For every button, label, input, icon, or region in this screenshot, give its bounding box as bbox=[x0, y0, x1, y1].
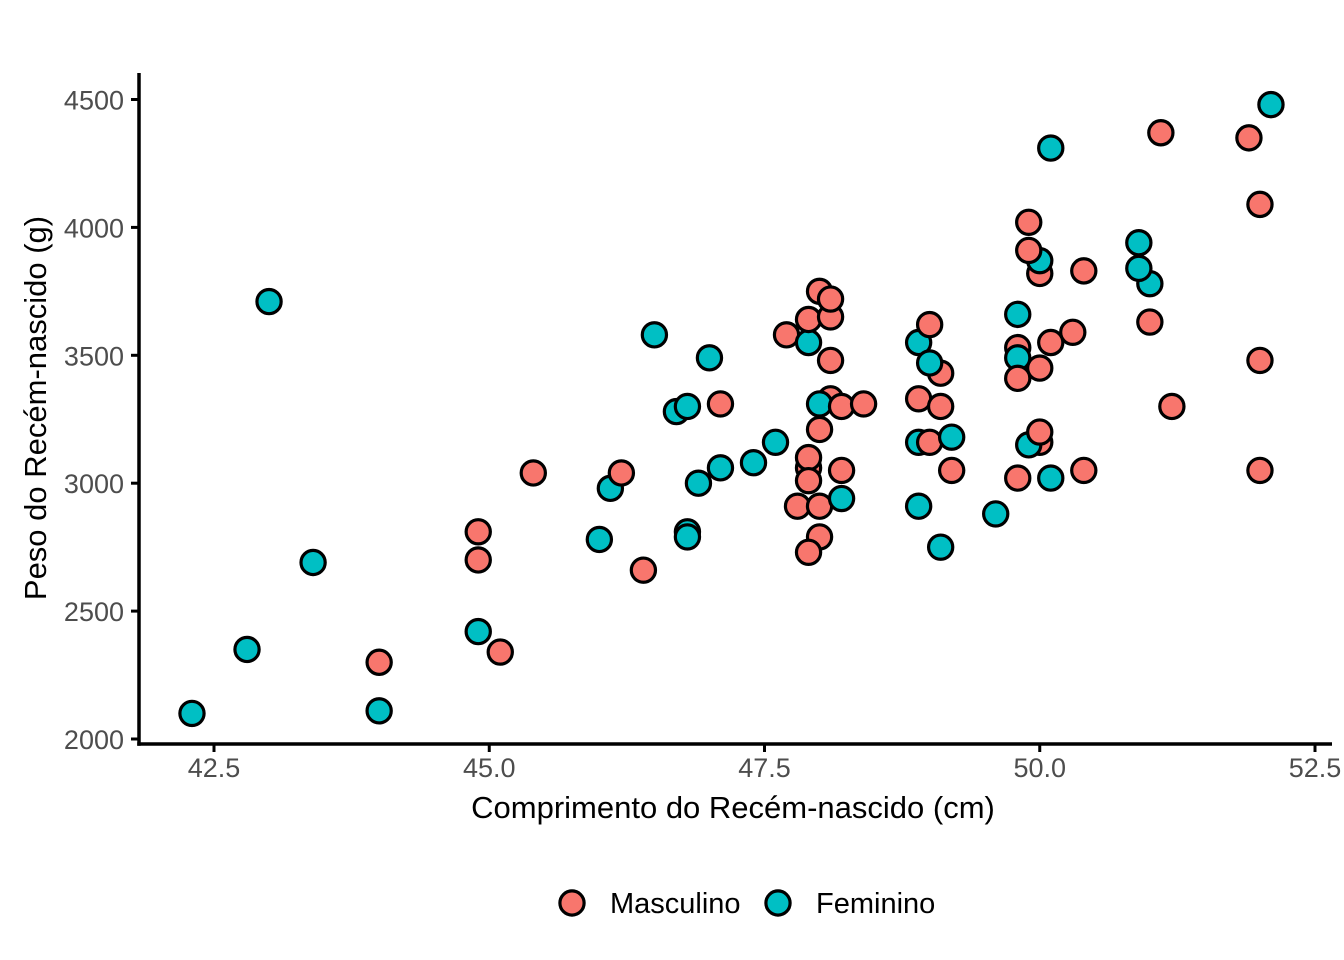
data-point-feminino bbox=[904, 492, 933, 520]
y-tick-label: 3500 bbox=[64, 341, 124, 371]
data-point-feminino bbox=[1125, 229, 1153, 257]
data-point-masculino bbox=[1070, 456, 1098, 485]
data-point-masculino bbox=[706, 390, 735, 418]
data-point-masculino bbox=[1136, 308, 1164, 336]
y-axis-title: Peso do Recém-nascido (g) bbox=[18, 216, 53, 600]
data-point-masculino bbox=[1026, 418, 1054, 446]
data-point-masculino bbox=[1037, 328, 1065, 357]
data-point-masculino bbox=[816, 285, 845, 313]
data-point-masculino bbox=[1246, 190, 1274, 219]
data-point-feminino bbox=[794, 328, 823, 357]
data-point-masculino bbox=[794, 466, 823, 495]
data-point-masculino bbox=[464, 518, 492, 546]
data-point-feminino bbox=[233, 635, 261, 664]
data-point-masculino bbox=[1246, 346, 1274, 375]
data-point-masculino bbox=[926, 392, 955, 421]
data-point-feminino bbox=[937, 423, 966, 451]
legend-item-feminino: Feminino bbox=[764, 888, 935, 920]
x-tick-label: 42.5 bbox=[188, 753, 241, 783]
data-point-feminino bbox=[673, 523, 702, 551]
data-point-feminino bbox=[1004, 300, 1032, 329]
data-point-feminino bbox=[926, 533, 955, 561]
data-point-masculino bbox=[1015, 236, 1043, 265]
data-point-feminino bbox=[464, 617, 492, 646]
y-tick-label: 2000 bbox=[64, 725, 124, 755]
data-point-masculino bbox=[937, 456, 966, 485]
data-point-masculino bbox=[1246, 456, 1274, 485]
data-point-feminino bbox=[585, 525, 614, 554]
axes-layer: 2000 2500 3000 3500 4000 4500 42.5 45.0 47.5 50.0… bbox=[64, 73, 1341, 783]
data-point-feminino bbox=[761, 428, 790, 456]
masculino-swatch-icon bbox=[558, 889, 586, 917]
data-point-feminino bbox=[827, 484, 856, 513]
data-point-masculino bbox=[1059, 318, 1087, 346]
x-axis-title: Comprimento do Recém-nascido (cm) bbox=[471, 790, 995, 825]
y-tick-label: 3000 bbox=[64, 469, 124, 499]
data-point-masculino bbox=[464, 546, 492, 574]
data-point-masculino bbox=[1235, 124, 1263, 152]
data-point-feminino bbox=[695, 344, 724, 372]
data-point-masculino bbox=[849, 390, 878, 418]
data-point-masculino bbox=[794, 443, 823, 472]
data-point-masculino bbox=[1004, 464, 1032, 492]
data-point-feminino bbox=[982, 500, 1010, 528]
data-point-masculino bbox=[519, 459, 547, 487]
data-point-masculino bbox=[1158, 392, 1186, 421]
x-tick-label: 52.5 bbox=[1289, 753, 1342, 783]
data-point-masculino bbox=[1147, 119, 1175, 147]
data-point-feminino bbox=[1257, 90, 1285, 119]
data-point-masculino bbox=[365, 648, 393, 676]
x-tick-label: 47.5 bbox=[738, 753, 791, 783]
data-point-feminino bbox=[673, 392, 702, 421]
data-point-masculino bbox=[915, 310, 944, 339]
data-point-feminino bbox=[706, 454, 735, 482]
points-layer bbox=[178, 90, 1285, 728]
data-point-masculino bbox=[1070, 257, 1098, 285]
y-tick-label: 4000 bbox=[64, 213, 124, 243]
data-point-feminino bbox=[915, 349, 944, 377]
data-point-feminino bbox=[178, 699, 206, 728]
legend-label-feminino: Feminino bbox=[816, 888, 935, 920]
y-tick-label: 2500 bbox=[64, 597, 124, 627]
data-point-masculino bbox=[805, 415, 834, 444]
data-point-masculino bbox=[816, 346, 845, 375]
data-point-masculino bbox=[607, 459, 636, 487]
x-tick-label: 45.0 bbox=[463, 753, 516, 783]
data-point-masculino bbox=[794, 538, 823, 566]
data-point-masculino bbox=[1015, 208, 1043, 236]
data-point-feminino bbox=[684, 469, 713, 497]
legend-label-masculino: Masculino bbox=[610, 888, 741, 920]
data-point-feminino bbox=[640, 321, 669, 349]
legend-item-masculino: Masculino bbox=[558, 888, 741, 920]
data-point-masculino bbox=[486, 638, 514, 666]
data-point-masculino bbox=[827, 456, 856, 485]
data-point-feminino bbox=[739, 449, 768, 477]
data-point-masculino bbox=[1026, 354, 1054, 382]
feminino-swatch-icon bbox=[764, 889, 792, 917]
data-point-feminino bbox=[1125, 254, 1153, 283]
data-point-masculino bbox=[827, 392, 856, 421]
data-point-feminino bbox=[1037, 134, 1065, 162]
data-point-masculino bbox=[915, 428, 944, 456]
legend: Masculino Feminino bbox=[558, 888, 935, 920]
data-point-feminino bbox=[299, 548, 327, 577]
x-tick-label: 50.0 bbox=[1013, 753, 1066, 783]
data-point-feminino bbox=[255, 287, 283, 316]
data-point-feminino bbox=[1037, 464, 1065, 492]
data-point-feminino bbox=[365, 697, 393, 725]
data-point-masculino bbox=[794, 305, 823, 334]
y-tick-label: 4500 bbox=[64, 86, 124, 116]
data-point-masculino bbox=[1004, 364, 1032, 393]
data-point-masculino bbox=[629, 556, 658, 584]
data-point-feminino bbox=[805, 390, 834, 418]
